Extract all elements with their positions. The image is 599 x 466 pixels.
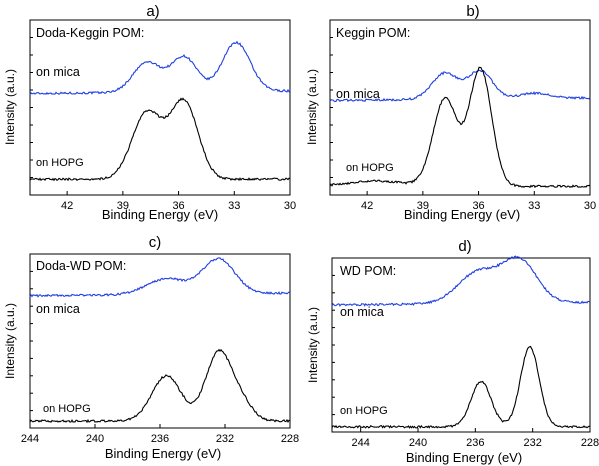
series-line-hopg (331, 345, 591, 429)
x-ticks (330, 37, 591, 195)
x-tick-labels: 244 240 236 232 228 (351, 437, 599, 449)
x-tick-label: 36 (172, 200, 184, 212)
series-label-mica: on mica (36, 302, 80, 316)
series-label-hopg: on HOPG (340, 405, 388, 417)
series-label-hopg: on HOPG (43, 403, 91, 415)
x-ticks (30, 37, 291, 195)
series-line-mica (29, 257, 291, 298)
x-tick-label: 232 (216, 433, 234, 445)
series-line-hopg (29, 348, 291, 424)
y-axis-label: Intensity (a.u.) (3, 303, 17, 379)
panel-label: b) (466, 3, 479, 20)
panel-c: c) Doda-WD POM: on mica on HOPG Intensit… (3, 234, 299, 461)
x-tick-label: 236 (466, 437, 484, 449)
x-tick-label: 42 (61, 200, 73, 212)
x-tick-labels: 244 240 236 232 228 (21, 433, 299, 445)
curves (29, 40, 291, 182)
series-label-hopg: on HOPG (346, 162, 394, 174)
x-tick-labels: 42 39 36 33 30 (61, 200, 296, 212)
series-label-mica: on mica (36, 65, 80, 79)
panel-label: c) (149, 234, 162, 251)
x-tick-label: 33 (228, 200, 240, 212)
x-tick-label: 228 (281, 433, 299, 445)
panel-label: d) (458, 238, 471, 255)
x-tick-labels: 42 39 36 33 30 (361, 200, 596, 212)
series-line-hopg (329, 66, 591, 189)
series-line-mica (331, 255, 591, 307)
x-tick-label: 33 (528, 200, 540, 212)
panel-title: Doda-Keggin POM: (36, 26, 144, 40)
x-axis-label: Binding Energy (eV) (105, 446, 221, 461)
x-tick-label: 228 (581, 437, 599, 449)
panel-title: Doda-WD POM: (36, 259, 126, 273)
panel-title: Keggin POM: (336, 26, 410, 40)
x-tick-label: 30 (284, 200, 296, 212)
x-tick-label: 36 (472, 200, 484, 212)
x-ticks (332, 274, 591, 432)
x-tick-label: 42 (361, 200, 373, 212)
x-axis-label: Binding Energy (eV) (406, 450, 522, 465)
panel-b: b) Keggin POM: on mica on HOPG Intensity… (305, 3, 596, 222)
curves (29, 257, 291, 424)
x-tick-label: 240 (409, 437, 427, 449)
series-line-mica (329, 69, 591, 103)
x-tick-label: 30 (584, 200, 596, 212)
x-tick-label: 244 (351, 437, 369, 449)
panel-d: d) WD POM: on mica on HOPG Intensity (a.… (306, 238, 599, 465)
series-label-mica: on mica (336, 87, 380, 101)
y-axis-label: Intensity (a.u.) (306, 307, 320, 383)
x-axis-label: Binding Energy (eV) (404, 207, 520, 222)
x-ticks (29, 270, 291, 428)
x-tick-label: 39 (417, 200, 429, 212)
x-tick-label: 236 (151, 433, 169, 445)
y-axis-label: Intensity (a.u.) (305, 69, 319, 145)
x-tick-label: 244 (21, 433, 39, 445)
x-tick-label: 39 (117, 200, 129, 212)
panel-title: WD POM: (340, 264, 396, 278)
panel-label: a) (146, 3, 159, 20)
series-label-mica: on mica (340, 305, 384, 319)
series-label-hopg: on HOPG (36, 157, 84, 169)
curves (329, 66, 591, 189)
series-line-hopg (29, 97, 291, 182)
curves (331, 255, 591, 429)
y-axis-label: Intensity (a.u.) (3, 69, 17, 145)
x-axis-label: Binding Energy (eV) (102, 207, 218, 222)
x-tick-label: 232 (523, 437, 541, 449)
x-tick-label: 240 (86, 433, 104, 445)
panel-a: a) Doda-Keggin POM: on mica on HOPG Inte… (3, 3, 296, 222)
series-line-mica (29, 40, 291, 95)
